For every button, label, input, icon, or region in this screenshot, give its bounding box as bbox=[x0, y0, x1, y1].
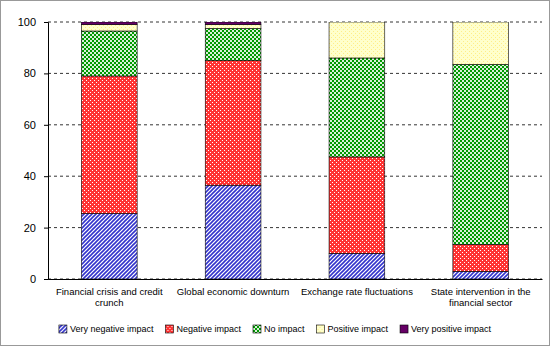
y-tick-mark bbox=[44, 73, 48, 74]
legend-label: Very negative impact bbox=[70, 324, 154, 334]
y-tick: 80 bbox=[24, 67, 48, 79]
bar-segment bbox=[453, 64, 509, 244]
y-tick: 100 bbox=[18, 16, 48, 28]
chart-border bbox=[1, 1, 550, 346]
legend-swatch bbox=[165, 325, 173, 333]
bar-segment bbox=[329, 22, 385, 23]
y-tick-mark bbox=[44, 228, 48, 229]
y-tick: 60 bbox=[24, 119, 48, 131]
y-tick-mark bbox=[44, 279, 48, 280]
legend-item: Positive impact bbox=[317, 324, 389, 334]
bar-segment bbox=[329, 253, 385, 279]
legend-item: No impact bbox=[253, 324, 305, 334]
bar-segment bbox=[329, 157, 385, 253]
bar-segment bbox=[205, 25, 261, 29]
y-tick-mark bbox=[44, 176, 48, 177]
legend-swatch bbox=[59, 325, 67, 333]
legend-label: No impact bbox=[264, 324, 305, 334]
legend-item: Negative impact bbox=[165, 324, 241, 334]
bar-segment bbox=[205, 61, 261, 186]
bar-segment bbox=[81, 31, 137, 76]
y-tick-label: 100 bbox=[18, 16, 36, 28]
plot: 0 20 40 60 80 100 Financial crisis and creditc… bbox=[18, 16, 543, 308]
y-axis-line bbox=[44, 23, 49, 280]
legend-swatch bbox=[253, 325, 261, 333]
series bbox=[81, 28, 508, 244]
x-tick-label: Financial crisis and creditcrunch bbox=[56, 286, 163, 308]
legend-item: Very positive impact bbox=[400, 324, 492, 334]
y-tick-label: 0 bbox=[30, 273, 36, 285]
chart: 0 20 40 60 80 100 Financial crisis and creditc… bbox=[0, 0, 550, 346]
y-tick-label: 40 bbox=[24, 170, 36, 182]
x-tick-label: Global economic downturn bbox=[177, 286, 289, 297]
bar-segment bbox=[453, 22, 509, 23]
bar-segment bbox=[205, 28, 261, 60]
bar-segment bbox=[329, 22, 385, 58]
grid bbox=[48, 22, 542, 279]
y-tick: 0 bbox=[30, 273, 48, 285]
bar-segment bbox=[329, 58, 385, 157]
series bbox=[81, 185, 508, 279]
bar-segment bbox=[81, 25, 137, 31]
legend-label: Negative impact bbox=[176, 324, 241, 334]
legend-item: Very negative impact bbox=[59, 324, 154, 334]
series bbox=[81, 61, 508, 272]
legend-swatch bbox=[400, 325, 408, 333]
y-tick-label: 60 bbox=[24, 119, 36, 131]
legend-label: Positive impact bbox=[328, 324, 389, 334]
x-tick: Global economic downturn bbox=[177, 279, 289, 297]
legend-swatch bbox=[317, 325, 325, 333]
bar-segment bbox=[453, 22, 509, 64]
x-tick: State intervention in thefinancial secto… bbox=[431, 279, 531, 308]
y-tick-label: 20 bbox=[24, 222, 36, 234]
series bbox=[81, 22, 261, 25]
bar-segment bbox=[453, 271, 509, 279]
legend-label: Very positive impact bbox=[411, 324, 492, 334]
bars bbox=[81, 22, 508, 279]
series bbox=[81, 22, 508, 64]
y-tick: 20 bbox=[24, 222, 48, 234]
y-tick: 40 bbox=[24, 170, 48, 182]
x-tick: Exchange rate fluctuations bbox=[301, 279, 413, 297]
bar-segment bbox=[81, 213, 137, 279]
x-tick-label: Exchange rate fluctuations bbox=[301, 286, 413, 297]
x-tick-label: State intervention in thefinancial secto… bbox=[431, 286, 531, 308]
x-axis: Financial crisis and creditcrunch Global … bbox=[49, 279, 543, 308]
legend: Very negative impact Negative impact No im… bbox=[59, 324, 492, 334]
bar-segment bbox=[453, 244, 509, 271]
y-tick-label: 80 bbox=[24, 67, 36, 79]
y-tick-mark bbox=[44, 125, 48, 126]
y-axis: 0 20 40 60 80 100 bbox=[18, 16, 49, 285]
bar-segment bbox=[81, 22, 137, 25]
x-tick: Financial crisis and creditcrunch bbox=[56, 279, 163, 308]
y-tick-mark bbox=[44, 22, 48, 23]
bar-segment bbox=[205, 22, 261, 25]
x-axis-line bbox=[49, 279, 543, 280]
bar-segment bbox=[205, 185, 261, 279]
bar-segment bbox=[81, 76, 137, 213]
